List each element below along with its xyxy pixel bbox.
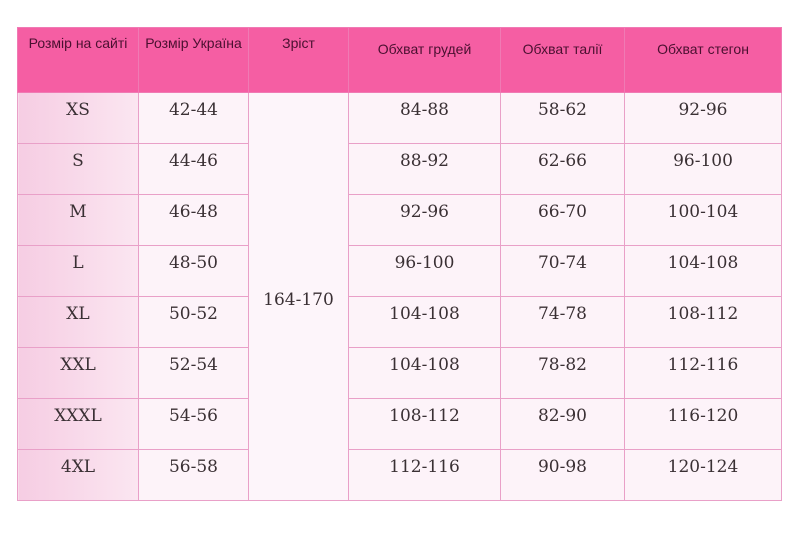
cell-hips: 120-124 (624, 449, 782, 501)
header-ukraine-size: Розмір Україна (138, 27, 249, 93)
header-height: Зріст (248, 27, 349, 93)
header-chest: Обхват грудей (348, 27, 501, 93)
cell-chest: 112-116 (348, 449, 501, 501)
cell-hips: 108-112 (624, 296, 782, 348)
cell-site-size: XXXL (17, 398, 139, 450)
cell-site-size: L (17, 245, 139, 297)
cell-waist: 74-78 (500, 296, 625, 348)
cell-ukraine-size: 48-50 (138, 245, 249, 297)
cell-ukraine-size: 56-58 (138, 449, 249, 501)
table-row: S 44-46 88-92 62-66 96-100 (17, 143, 782, 195)
cell-waist: 90-98 (500, 449, 625, 501)
table-row: XXXL 54-56 108-112 82-90 116-120 (17, 398, 782, 450)
cell-waist: 82-90 (500, 398, 625, 450)
cell-chest: 104-108 (348, 296, 501, 348)
cell-waist: 66-70 (500, 194, 625, 246)
cell-chest: 84-88 (348, 92, 501, 144)
cell-chest: 104-108 (348, 347, 501, 399)
cell-waist: 58-62 (500, 92, 625, 144)
table-row: XL 50-52 104-108 74-78 108-112 (17, 296, 782, 348)
table-row: XXL 52-54 104-108 78-82 112-116 (17, 347, 782, 399)
cell-chest: 96-100 (348, 245, 501, 297)
cell-hips: 112-116 (624, 347, 782, 399)
cell-ukraine-size: 54-56 (138, 398, 249, 450)
header-waist: Обхват талії (500, 27, 625, 93)
header-site-size: Розмір на сайті (17, 27, 139, 93)
cell-site-size: 4XL (17, 449, 139, 501)
cell-ukraine-size: 44-46 (138, 143, 249, 195)
cell-hips: 96-100 (624, 143, 782, 195)
cell-hips: 100-104 (624, 194, 782, 246)
size-chart-table: Розмір на сайті Розмір Україна Зріст Обх… (17, 27, 782, 501)
table-row: M 46-48 92-96 66-70 100-104 (17, 194, 782, 246)
cell-ukraine-size: 46-48 (138, 194, 249, 246)
cell-waist: 70-74 (500, 245, 625, 297)
cell-height: 164-170 (248, 92, 349, 501)
cell-waist: 78-82 (500, 347, 625, 399)
cell-site-size: S (17, 143, 139, 195)
cell-waist: 62-66 (500, 143, 625, 195)
cell-ukraine-size: 52-54 (138, 347, 249, 399)
table-row: 4XL 56-58 112-116 90-98 120-124 (17, 449, 782, 501)
cell-chest: 92-96 (348, 194, 501, 246)
cell-hips: 104-108 (624, 245, 782, 297)
cell-site-size: XS (17, 92, 139, 144)
cell-site-size: XXL (17, 347, 139, 399)
header-row: Розмір на сайті Розмір Україна Зріст Обх… (17, 27, 782, 93)
cell-ukraine-size: 42-44 (138, 92, 249, 144)
header-hips: Обхват стегон (624, 27, 782, 93)
cell-ukraine-size: 50-52 (138, 296, 249, 348)
table-row: L 48-50 96-100 70-74 104-108 (17, 245, 782, 297)
cell-site-size: XL (17, 296, 139, 348)
cell-site-size: M (17, 194, 139, 246)
cell-hips: 116-120 (624, 398, 782, 450)
cell-chest: 108-112 (348, 398, 501, 450)
cell-chest: 88-92 (348, 143, 501, 195)
table-row: XS 42-44 164-170 84-88 58-62 92-96 (17, 92, 782, 501)
cell-hips: 92-96 (624, 92, 782, 144)
